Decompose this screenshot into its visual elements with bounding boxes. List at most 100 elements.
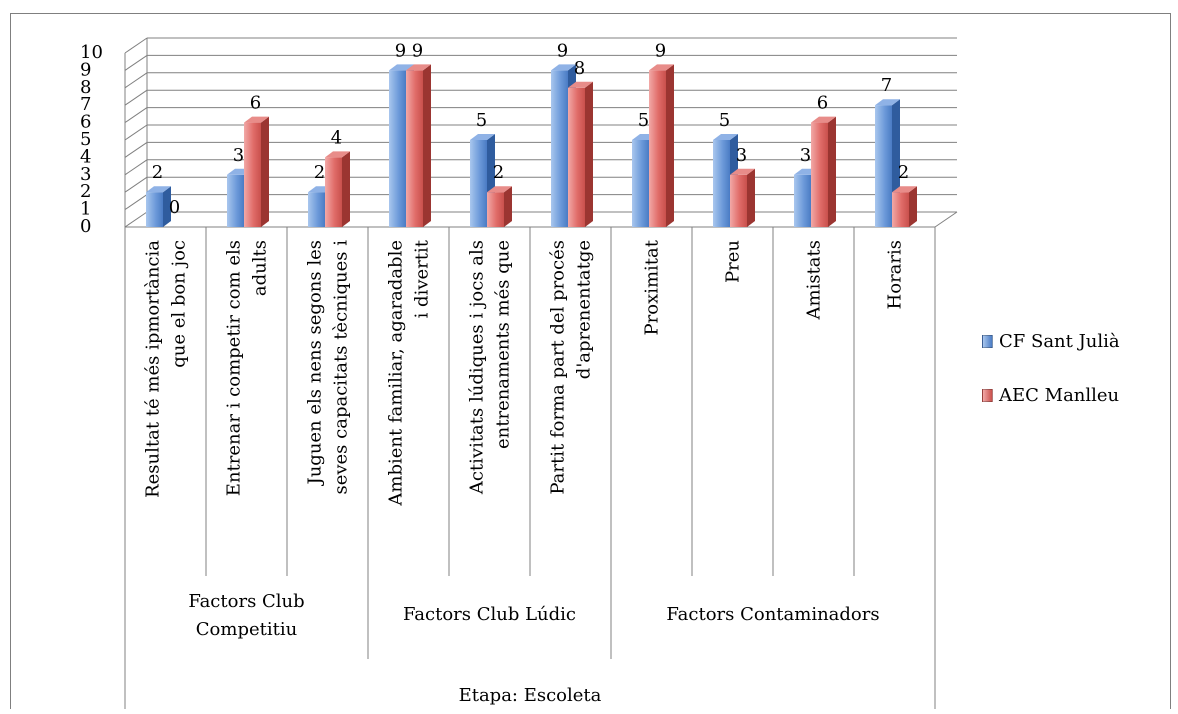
- group-label: Factors Contaminadors: [666, 604, 879, 625]
- bar-side: [909, 186, 917, 227]
- y-tick-label: 3: [80, 164, 91, 185]
- bar-top: [811, 116, 836, 123]
- legend-item-aec-manlleu: AEC Manlleu: [982, 382, 1120, 408]
- data-label: 7: [881, 75, 892, 96]
- bar-top: [730, 168, 755, 175]
- group-label: Competitiu: [196, 619, 297, 640]
- group-label: Factors Club Lúdic: [403, 604, 576, 625]
- bar-top: [325, 151, 350, 158]
- data-label: 6: [250, 93, 261, 114]
- floor-right-edge: [934, 211, 958, 228]
- bar-side: [585, 81, 593, 227]
- legend-label: CF Sant Julià: [999, 330, 1120, 352]
- bar-top: [875, 99, 900, 106]
- bar-side: [666, 64, 674, 228]
- data-label: 5: [638, 110, 649, 131]
- bar-front: [227, 174, 244, 227]
- category-label: Proximitat: [642, 239, 663, 335]
- bar-side: [261, 116, 269, 227]
- category-label: Juguen els nens segons les: [305, 240, 326, 487]
- bar: [406, 64, 431, 228]
- bar-front: [146, 192, 163, 227]
- category-label: Horaris: [885, 240, 906, 309]
- category-label: Amistats: [804, 240, 825, 321]
- legend-label: AEC Manlleu: [999, 384, 1120, 406]
- data-label: 6: [817, 93, 828, 114]
- bar-top: [406, 64, 431, 71]
- bar-top: [244, 116, 269, 123]
- bar-front: [892, 192, 909, 227]
- bar-top: [649, 64, 674, 71]
- data-label: 2: [493, 162, 504, 183]
- bar-front: [244, 122, 261, 227]
- bar-front: [389, 70, 406, 228]
- category-label: entrenaments més que: [493, 240, 514, 449]
- data-label: 4: [331, 127, 342, 148]
- legend-item-cf-sant-julia: CF Sant Julià: [982, 328, 1120, 354]
- bar-side: [423, 64, 431, 228]
- bar-front: [325, 157, 342, 227]
- bar-front: [632, 140, 649, 227]
- y-tick-label: 8: [80, 77, 91, 98]
- category-label: que el bon joc: [169, 240, 190, 368]
- y-tick-label: 9: [80, 59, 91, 80]
- bar-side: [504, 186, 512, 227]
- bar: [244, 116, 269, 227]
- legend-swatch-blue: [982, 334, 993, 348]
- category-label: Partit forma part del procés: [548, 240, 569, 495]
- bar-front: [730, 174, 747, 227]
- bar-front: [487, 192, 504, 227]
- bar-front: [308, 192, 325, 227]
- category-label: d'aprenentatge: [574, 240, 595, 379]
- bar-side: [828, 116, 836, 227]
- bar-side: [342, 151, 350, 227]
- y-tick-label: 6: [80, 112, 91, 133]
- data-label: 2: [898, 162, 909, 183]
- data-label: 2: [152, 162, 163, 183]
- bar-front: [470, 140, 487, 227]
- gridline-side: [124, 54, 148, 71]
- bar: [146, 186, 171, 227]
- category-label: seves capacitats tècniques i: [331, 240, 352, 495]
- gridline-side: [124, 159, 148, 176]
- stage-label: Etapa: Escoleta: [459, 685, 602, 706]
- data-label: 3: [736, 145, 747, 166]
- y-tick-label: 5: [80, 129, 91, 150]
- bar: [811, 116, 836, 227]
- bar-front: [794, 174, 811, 227]
- y-tick-label: 0: [80, 216, 91, 237]
- bar-top: [146, 186, 171, 193]
- bar-side: [163, 186, 171, 227]
- bar: [568, 81, 593, 227]
- data-label: 5: [476, 110, 487, 131]
- category-label: Activitats lúdiques i jocs als: [467, 240, 488, 495]
- bar-top: [487, 186, 512, 193]
- gridline-side: [124, 194, 148, 211]
- bar: [649, 64, 674, 228]
- category-label: adults: [250, 240, 271, 296]
- bar-top: [389, 64, 414, 71]
- gridline-side: [124, 37, 148, 54]
- bar-front: [811, 122, 828, 227]
- bar-top: [470, 134, 495, 140]
- group-label: Factors Club: [188, 591, 304, 612]
- bar-front: [568, 87, 585, 227]
- data-label: 9: [412, 40, 423, 61]
- bar: [730, 168, 755, 227]
- data-label: 9: [557, 40, 568, 61]
- data-label: 9: [395, 40, 406, 61]
- y-tick-label: 10: [80, 42, 103, 63]
- legend: CF Sant Julià AEC Manlleu: [982, 328, 1120, 436]
- gridline-side: [124, 72, 148, 89]
- bar-front: [551, 70, 568, 228]
- data-label: 9: [655, 40, 666, 61]
- y-tick-label: 4: [80, 146, 91, 167]
- bar-front: [649, 70, 666, 228]
- gridline-side: [124, 89, 148, 106]
- gridline-side: [124, 141, 148, 158]
- data-label: 8: [574, 58, 585, 79]
- bar: [325, 151, 350, 227]
- bar-side: [747, 168, 755, 227]
- category-label: Preu: [723, 240, 744, 283]
